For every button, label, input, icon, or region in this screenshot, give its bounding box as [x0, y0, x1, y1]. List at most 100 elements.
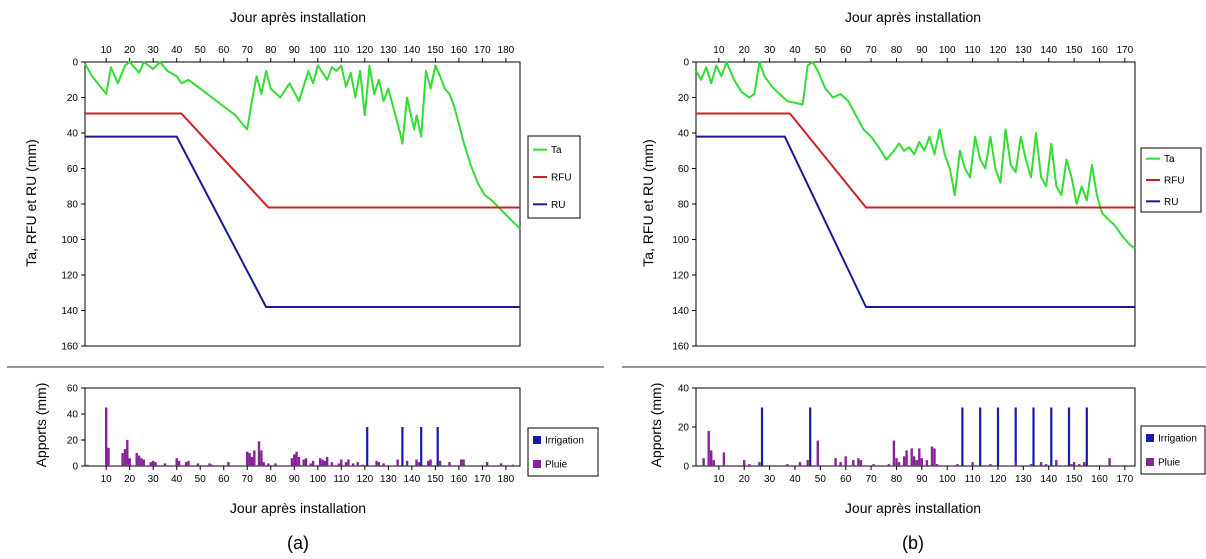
a-top-xtick-label: 20: [124, 45, 136, 56]
a-bottom-xtick-label: 160: [451, 474, 468, 485]
a-top-xtick-label: 100: [309, 45, 326, 56]
b-bottom-xtick-label: 110: [965, 474, 981, 485]
b-top-xtick-label: 60: [840, 45, 852, 56]
a-bottom-bar-pluie: [361, 464, 364, 466]
a-bottom-bar-pluie: [227, 462, 230, 466]
a-top-x-ticks: 10 20 30 40 50 60 70 80 90 100 110 120 130 140 150 160 1…: [101, 45, 515, 62]
a-top-xtick-label: 30: [148, 45, 160, 56]
a-top-xtick-label: 150: [427, 45, 444, 56]
b-bottom-xtick-label: 20: [739, 474, 751, 485]
b-top-legend: Ta RFU RU: [1140, 147, 1202, 213]
b-bottom-legend-swatch-irrigation: [1146, 434, 1154, 442]
a-bottom-bar-pluie: [429, 459, 432, 466]
a-bottom-xtick-label: 50: [195, 474, 207, 485]
a-bottom-bar-pluie: [318, 458, 322, 466]
a-top-y-ticks: 0 20 40 60 80 100 120 140 160: [61, 58, 85, 353]
a-top-xtick-label: 70: [242, 45, 254, 56]
a-bottom-xtick-label: 30: [148, 474, 160, 485]
a-bottom-bar-pluie: [260, 450, 263, 466]
a-bottom-xtick-label: 170: [474, 474, 491, 485]
b-top-xtick-label: 160: [1091, 45, 1108, 56]
a-bottom-xlabel: Jour après installation: [230, 500, 366, 516]
b-bottom-bar-irrigation: [979, 407, 982, 466]
b-top-ytick-label: 40: [678, 129, 690, 140]
a-bottom-bar-pluie: [427, 460, 430, 466]
a-bottom-bar-pluie: [295, 451, 298, 466]
b-bottom-xtick-label: 90: [916, 474, 928, 485]
a-bottom-bar-pluie: [140, 458, 143, 466]
b-top-xlabel: Jour après installation: [845, 9, 981, 25]
b-bottom-bar-pluie: [1078, 464, 1081, 466]
a-bottom-bar-pluie: [86, 464, 89, 466]
b-bottom-x-ticks: 10 20 30 40 50 60 70 80 90 100 110 120 130 140 150 160 1…: [713, 466, 1134, 485]
b-bottom-xtick-label: 70: [866, 474, 878, 485]
a-bottom-bar-pluie: [382, 463, 385, 466]
b-bottom-bar-pluie: [1072, 462, 1076, 466]
a-top-xtick-label: 50: [195, 45, 207, 56]
a-bottom-bar-pluie: [323, 460, 326, 466]
a-bottom-bar-pluie: [128, 458, 131, 466]
b-bottom-bar-pluie: [707, 430, 710, 466]
a-bottom-bar-pluie: [184, 462, 188, 466]
a-bottom-xtick-label: 60: [218, 474, 230, 485]
b-top-series-rfu-line: [696, 112, 1135, 209]
a-bottom-xtick-label: 20: [124, 474, 136, 485]
a-top-legend-label-ru: RU: [551, 200, 565, 211]
a-bottom-bar-pluie: [253, 450, 256, 466]
b-bottom-ytick-label: 20: [678, 423, 690, 434]
a-bottom-bar-pluie: [135, 453, 138, 466]
a-bottom-ytick-label: 40: [67, 410, 79, 421]
b-top-xtick-label: 40: [789, 45, 801, 56]
a-bottom-y-ticks: 0 20 40 60: [67, 384, 85, 473]
a-bottom-xtick-label: 180: [498, 474, 515, 485]
a-bottom-bar-pluie: [154, 462, 157, 466]
b-bottom-y-ticks: 0 20 40: [678, 384, 696, 473]
b-bottom-bar-irrigation: [1085, 407, 1088, 466]
b-bottom-xtick-label: 30: [764, 474, 776, 485]
a-top-legend-label-ta: Ta: [551, 145, 562, 156]
b-bottom-bar-pluie: [1055, 460, 1058, 466]
b-bottom-bar-pluie: [1014, 462, 1017, 466]
a-bottom-ytick-label: 0: [72, 462, 78, 473]
b-bottom-bar-pluie: [913, 456, 916, 467]
a-bottom-bar-pluie: [417, 462, 421, 466]
a-bottom-bar-pluie: [356, 462, 359, 466]
b-bottom-bar-irrigation: [1032, 407, 1035, 466]
b-top-xtick-label: 130: [1015, 45, 1032, 56]
a-bottom-bar-pluie: [330, 462, 334, 466]
a-bottom-ytick-label: 20: [67, 436, 79, 447]
b-bottom-xtick-label: 130: [1015, 474, 1032, 485]
a-bottom-bar-pluie: [187, 460, 190, 466]
b-top-plot-frame: [695, 61, 1136, 347]
a-top-xtick-label: 130: [380, 45, 397, 56]
a-bottom-bar-irrigation: [420, 427, 423, 466]
a-top-ytick-label: 40: [67, 129, 79, 140]
b-bottom-bar-pluie: [806, 460, 809, 466]
a-top-ytick-label: 80: [67, 200, 79, 211]
b-bottom-xtick-label: 120: [990, 474, 1007, 485]
b-top-xtick-label: 30: [764, 45, 776, 56]
b-top-legend-label-rfu: RFU: [1164, 176, 1185, 187]
a-top-ytick-label: 120: [61, 271, 78, 282]
b-top-x-ticks: 10 20 30 40 50 60 70 80 90 100 110 120 130 140 150 160 1…: [713, 45, 1134, 62]
b-bottom-bar-pluie: [920, 458, 923, 466]
b-bottom-legend-swatch-pluie: [1146, 458, 1154, 466]
a-top-xtick-label: 90: [289, 45, 301, 56]
a-top-legend: Ta RFU RU: [527, 135, 581, 219]
b-bottom-bar-pluie: [905, 450, 908, 466]
a-bottom-bar-pluie: [105, 407, 108, 466]
a-bottom-bar-pluie: [415, 459, 418, 466]
a-bottom-bar-pluie: [304, 458, 308, 466]
b-top-xtick-label: 50: [815, 45, 827, 56]
a-bottom-ylabel: Apports (mm): [33, 383, 49, 468]
a-bottom-bar-pluie: [152, 460, 155, 466]
b-bottom-bar-pluie: [895, 458, 898, 466]
a-bottom-legend-swatch-irrigation: [533, 436, 541, 444]
b-bottom-bar-irrigation: [996, 407, 1000, 466]
a-bottom-bar-pluie: [302, 459, 305, 466]
a-bottom-bar-pluie: [175, 458, 178, 466]
b-bottom-bar-pluie: [852, 460, 855, 466]
b-top-xtick-label: 80: [891, 45, 903, 56]
b-bottom-bar-pluie: [722, 452, 726, 466]
